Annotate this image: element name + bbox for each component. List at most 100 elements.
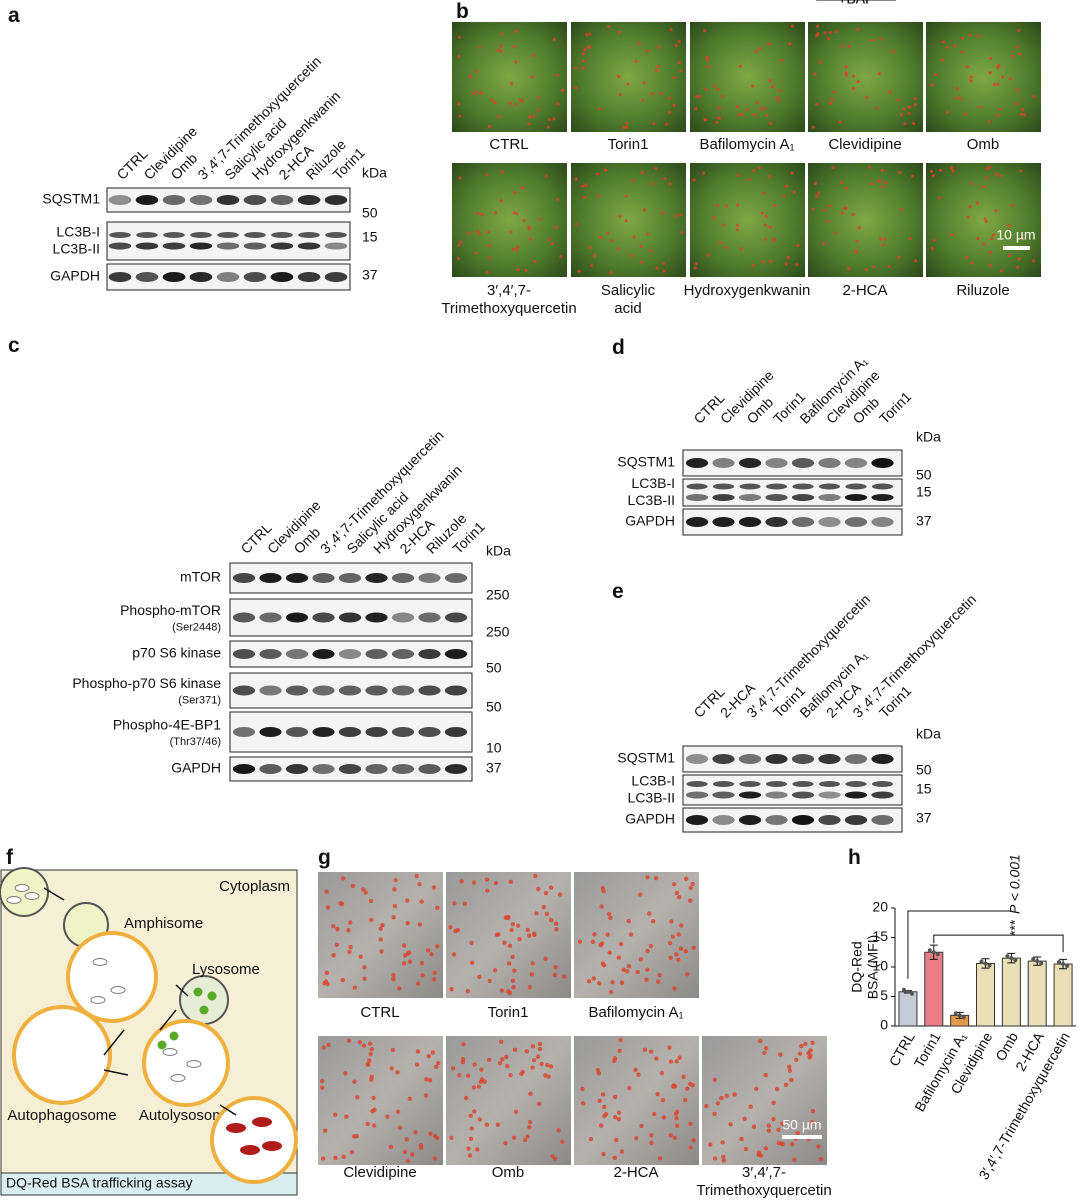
- puncta: [884, 181, 888, 185]
- puncta: [500, 1057, 505, 1062]
- band: [444, 649, 468, 659]
- puncta: [751, 84, 755, 88]
- puncta: [625, 122, 629, 126]
- puncta: [784, 262, 788, 266]
- band: [109, 232, 131, 238]
- band: [686, 483, 708, 490]
- puncta: [1032, 94, 1036, 99]
- row-label: SQSTM1: [42, 191, 100, 207]
- puncta: [724, 204, 729, 208]
- cargo: [24, 892, 40, 900]
- puncta: [637, 892, 643, 897]
- row-label: GAPDH: [625, 811, 675, 827]
- puncta: [1007, 224, 1011, 228]
- puncta: [775, 96, 779, 100]
- puncta: [677, 60, 681, 65]
- puncta: [831, 166, 835, 170]
- puncta: [457, 1072, 462, 1078]
- puncta: [712, 84, 716, 88]
- micrograph: [446, 1036, 571, 1165]
- puncta: [624, 125, 629, 129]
- band: [163, 232, 185, 238]
- puncta: [355, 1095, 360, 1100]
- puncta: [968, 205, 972, 209]
- band: [844, 754, 868, 764]
- row-label: LC3B-I: [56, 224, 100, 240]
- puncta: [674, 1116, 679, 1121]
- puncta: [505, 915, 511, 921]
- marker-label: 50: [916, 467, 932, 483]
- puncta: [503, 1054, 509, 1060]
- band: [685, 754, 709, 764]
- puncta: [588, 1136, 594, 1142]
- band: [765, 781, 788, 787]
- puncta: [581, 52, 585, 56]
- band: [285, 685, 309, 696]
- puncta: [1021, 108, 1025, 112]
- band: [818, 483, 841, 490]
- puncta: [553, 964, 558, 970]
- puncta: [807, 1055, 812, 1060]
- image-caption: acid: [614, 300, 642, 317]
- puncta: [1010, 203, 1014, 207]
- puncta: [810, 1108, 816, 1114]
- puncta: [335, 926, 340, 932]
- band: [712, 781, 735, 787]
- puncta: [683, 876, 689, 882]
- puncta: [815, 194, 819, 198]
- puncta: [1007, 253, 1012, 258]
- y-axis-label: DQ-Red: [849, 941, 865, 992]
- puncta: [548, 885, 554, 890]
- puncta: [808, 1048, 813, 1053]
- image-caption: Trimethoxyquercetin: [696, 1182, 831, 1199]
- puncta: [527, 1125, 532, 1130]
- marker-label: 50: [916, 762, 932, 778]
- puncta: [816, 191, 820, 195]
- arrow: [159, 1009, 177, 1031]
- puncta: [590, 264, 594, 268]
- puncta: [724, 1093, 729, 1099]
- band: [338, 612, 362, 623]
- band: [818, 754, 841, 764]
- puncta: [321, 1045, 327, 1050]
- puncta: [518, 98, 522, 102]
- cargo: [252, 1117, 272, 1127]
- puncta: [531, 54, 535, 58]
- puncta: [541, 905, 546, 910]
- puncta: [537, 1101, 542, 1107]
- bracket: [933, 934, 1064, 953]
- puncta: [988, 71, 992, 75]
- puncta: [628, 932, 634, 937]
- panel-label: f: [6, 846, 14, 869]
- puncta: [752, 168, 756, 173]
- puncta: [486, 1057, 492, 1063]
- puncta: [792, 1157, 797, 1162]
- image-caption: Riluzole: [956, 282, 1009, 299]
- puncta: [358, 954, 363, 959]
- puncta: [582, 195, 587, 200]
- puncta: [679, 923, 684, 928]
- band: [259, 612, 282, 623]
- panel-label: e: [612, 580, 624, 603]
- band: [791, 791, 815, 799]
- puncta: [911, 121, 916, 125]
- puncta: [487, 256, 491, 260]
- puncta: [612, 1094, 618, 1100]
- band: [712, 791, 735, 799]
- puncta: [546, 125, 550, 129]
- puncta: [655, 68, 659, 73]
- amphisome-label: Amphisome: [124, 915, 203, 932]
- puncta: [760, 211, 764, 215]
- band: [871, 458, 894, 468]
- puncta: [607, 24, 611, 29]
- band: [391, 573, 415, 583]
- puncta: [818, 60, 823, 64]
- puncta: [992, 82, 996, 87]
- puncta: [694, 95, 698, 99]
- puncta: [840, 211, 844, 215]
- band: [108, 242, 132, 250]
- puncta: [581, 184, 585, 188]
- puncta: [617, 30, 622, 34]
- puncta: [953, 44, 957, 48]
- micrograph: [446, 872, 571, 998]
